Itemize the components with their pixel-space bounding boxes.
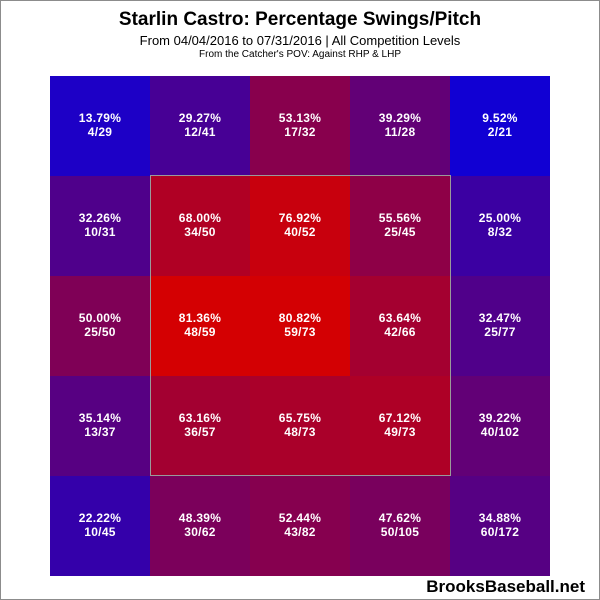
cell-count: 12/41 [184, 125, 216, 139]
heatmap-cell: 65.75% 48/73 [250, 376, 350, 476]
heatmap-cell: 13.79% 4/29 [50, 76, 150, 176]
heatmap-cell: 29.27% 12/41 [150, 76, 250, 176]
cell-count: 25/50 [84, 325, 116, 339]
cell-count: 4/29 [87, 125, 113, 139]
cell-percentage: 32.47% [478, 311, 522, 325]
cell-count: 42/66 [384, 325, 416, 339]
cell-count: 8/32 [487, 225, 513, 239]
cell-count: 17/32 [284, 125, 316, 139]
cell-count: 25/77 [484, 325, 516, 339]
cell-count: 40/52 [284, 225, 316, 239]
heatmap-cell: 48.39% 30/62 [150, 476, 250, 576]
cell-count: 48/73 [284, 425, 316, 439]
heatmap-cell: 50.00% 25/50 [50, 276, 150, 376]
heatmap-cell: 35.14% 13/37 [50, 376, 150, 476]
cell-count: 50/105 [380, 525, 420, 539]
cell-percentage: 39.22% [478, 411, 522, 425]
cell-percentage: 63.64% [378, 311, 422, 325]
cell-count: 43/82 [284, 525, 316, 539]
heatmap-cell: 9.52% 2/21 [450, 76, 550, 176]
cell-count: 25/45 [384, 225, 416, 239]
heatmap-cell: 47.62% 50/105 [350, 476, 450, 576]
heatmap-cell: 80.82% 59/73 [250, 276, 350, 376]
heatmap-cell: 55.56% 25/45 [350, 176, 450, 276]
cell-count: 36/57 [184, 425, 216, 439]
cell-count: 13/37 [84, 425, 116, 439]
heatmap-cell: 68.00% 34/50 [150, 176, 250, 276]
cell-percentage: 13.79% [78, 111, 122, 125]
chart-note: From the Catcher's POV: Against RHP & LH… [199, 49, 401, 60]
cell-percentage: 63.16% [178, 411, 222, 425]
heatmap-cell: 32.47% 25/77 [450, 276, 550, 376]
cell-count: 48/59 [184, 325, 216, 339]
cell-percentage: 32.26% [78, 211, 122, 225]
heatmap-cell: 34.88% 60/172 [450, 476, 550, 576]
cell-percentage: 47.62% [378, 511, 422, 525]
cell-count: 59/73 [284, 325, 316, 339]
heatmap-cell: 63.16% 36/57 [150, 376, 250, 476]
chart-subtitle: From 04/04/2016 to 07/31/2016 | All Comp… [139, 33, 461, 48]
cell-percentage: 34.88% [478, 511, 522, 525]
heatmap-cell: 32.26% 10/31 [50, 176, 150, 276]
cell-count: 34/50 [184, 225, 216, 239]
heatmap-cell: 76.92% 40/52 [250, 176, 350, 276]
heatmap-cell: 67.12% 49/73 [350, 376, 450, 476]
cell-percentage: 67.12% [378, 411, 422, 425]
cell-percentage: 55.56% [378, 211, 422, 225]
cell-percentage: 22.22% [78, 511, 122, 525]
cell-count: 40/102 [480, 425, 520, 439]
brand-watermark: BrooksBaseball.net [426, 577, 585, 596]
heatmap-cell: 22.22% 10/45 [50, 476, 150, 576]
cell-percentage: 29.27% [178, 111, 222, 125]
cell-percentage: 50.00% [78, 311, 122, 325]
cell-percentage: 65.75% [278, 411, 322, 425]
heatmap-cell: 63.64% 42/66 [350, 276, 450, 376]
cell-count: 11/28 [384, 125, 416, 139]
heatmap-grid: 13.79% 4/29 29.27% 12/41 53.13% 17/32 39.29% 11… [50, 76, 550, 576]
cell-percentage: 39.29% [378, 111, 422, 125]
cell-count: 49/73 [384, 425, 416, 439]
heatmap-cell: 39.22% 40/102 [450, 376, 550, 476]
cell-percentage: 76.92% [278, 211, 322, 225]
cell-percentage: 81.36% [178, 311, 222, 325]
heatmap-cell: 25.00% 8/32 [450, 176, 550, 276]
cell-count: 2/21 [487, 125, 513, 139]
cell-percentage: 53.13% [278, 111, 322, 125]
cell-count: 10/45 [84, 525, 116, 539]
heatmap-cell: 53.13% 17/32 [250, 76, 350, 176]
cell-count: 10/31 [84, 225, 116, 239]
heatmap-cell: 52.44% 43/82 [250, 476, 350, 576]
cell-percentage: 52.44% [278, 511, 322, 525]
cell-percentage: 68.00% [178, 211, 222, 225]
cell-percentage: 48.39% [178, 511, 222, 525]
cell-count: 60/172 [480, 525, 520, 539]
cell-percentage: 25.00% [478, 211, 522, 225]
cell-percentage: 9.52% [482, 111, 518, 125]
cell-percentage: 35.14% [78, 411, 122, 425]
cell-percentage: 80.82% [278, 311, 322, 325]
cell-count: 30/62 [184, 525, 216, 539]
chart-title: Starlin Castro: Percentage Swings/Pitch [118, 9, 482, 30]
heatmap-cell: 81.36% 48/59 [150, 276, 250, 376]
heatmap-cell: 39.29% 11/28 [350, 76, 450, 176]
